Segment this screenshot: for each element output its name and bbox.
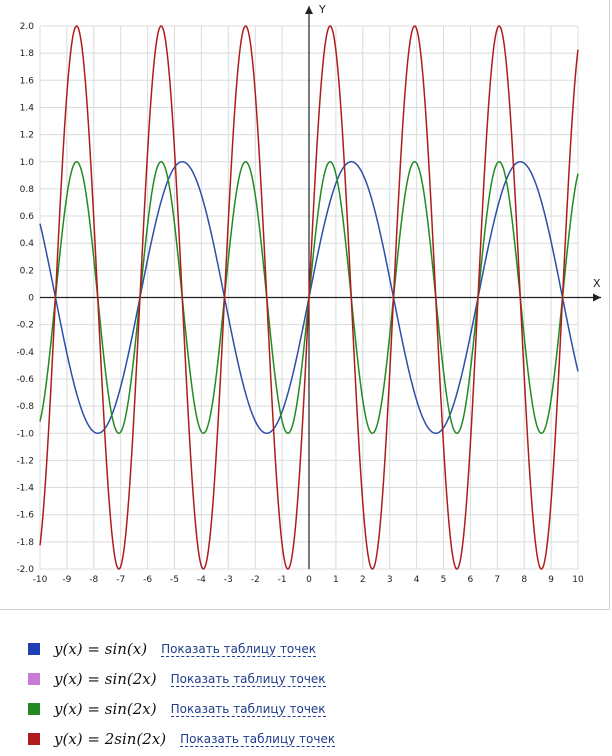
y-tick-label: -1.0: [16, 429, 34, 439]
x-tick-label: -2: [251, 575, 260, 585]
x-tick-label: -5: [170, 575, 179, 585]
y-tick-label: 0: [28, 294, 34, 304]
x-tick-label: 9: [548, 575, 554, 585]
legend-formula: y(x) = sin(2x): [54, 700, 157, 718]
y-tick-label: 1.2: [20, 131, 34, 141]
show-points-table-link[interactable]: Показать таблицу точек: [180, 731, 336, 747]
x-tick-label: -6: [143, 575, 152, 585]
x-tick-label: -8: [89, 575, 98, 585]
legend-item-sin-2x-purple: y(x) = sin(2x) Показать таблицу точек: [28, 664, 588, 694]
legend-formula: y(x) = sin(x): [54, 640, 148, 658]
x-tick-label: 1: [333, 575, 339, 585]
legend-item-2sin-2x: y(x) = 2sin(2x) Показать таблицу точек: [28, 724, 588, 754]
x-tick-label: 8: [521, 575, 527, 585]
x-tick-label: -1: [278, 575, 287, 585]
y-tick-label: -2.0: [16, 565, 34, 575]
show-points-table-link[interactable]: Показать таблицу точек: [161, 641, 316, 657]
plot-area: -10 -9 -8 -7 -6 -5 -4 -3 -2 -1 0 1 2 3 4 5 6 7 8 9 10 2.0 1.8 1…: [0, 0, 610, 610]
chart: -10 -9 -8 -7 -6 -5 -4 -3 -2 -1 0 1 2 3 4 5 6 7 8 9 102.01.81…: [16, 3, 601, 585]
curves: [39, 25, 579, 570]
x-tick-label: -9: [62, 575, 71, 585]
legend-swatch: [28, 673, 40, 685]
legend-swatch: [28, 703, 40, 715]
x-tick-label: -4: [197, 575, 206, 585]
y-tick-label: -0.8: [16, 402, 34, 412]
legend: y(x) = sin(x) Показать таблицу точек y(x…: [28, 634, 588, 754]
tick-labels: -10 -9 -8 -7 -6 -5 -4 -3 -2 -1 0 1 2 3 4 5 6 7 8 9 102.01.81…: [16, 22, 584, 585]
x-axis-arrow-icon: [593, 293, 601, 302]
legend-item-sin-x: y(x) = sin(x) Показать таблицу точек: [28, 634, 588, 664]
x-tick-label: 2: [360, 575, 366, 585]
y-tick-label: 1.4: [20, 103, 35, 113]
legend-formula: y(x) = sin(2x): [54, 670, 157, 688]
y-tick-label: -0.4: [16, 348, 34, 358]
x-tick-label: 7: [494, 575, 500, 585]
legend-item-sin-2x-green: y(x) = sin(2x) Показать таблицу точек: [28, 694, 588, 724]
x-tick-label: 0: [306, 575, 312, 585]
y-tick-label: 0.2: [20, 266, 34, 276]
x-tick-label: 10: [572, 575, 584, 585]
y-tick-label: 2.0: [20, 22, 35, 32]
legend-formula: y(x) = 2sin(2x): [54, 730, 167, 748]
x-tick-label: 4: [414, 575, 420, 585]
y-tick-label: 1.6: [20, 76, 35, 86]
x-tick-label: -3: [224, 575, 233, 585]
legend-swatch: [28, 733, 40, 745]
y-axis-label: Y: [318, 3, 326, 16]
y-tick-label: 0.8: [20, 185, 35, 195]
y-tick-label: 1.0: [20, 158, 35, 168]
x-tick-label: 5: [441, 575, 447, 585]
x-tick-label: 3: [387, 575, 393, 585]
y-tick-label: -0.2: [16, 321, 34, 331]
x-tick-label: -10: [33, 575, 48, 585]
y-tick-label: -1.2: [16, 456, 34, 466]
y-tick-label: 0.4: [20, 239, 35, 249]
y-tick-label: -1.6: [16, 511, 34, 521]
x-tick-label: -7: [116, 575, 125, 585]
show-points-table-link[interactable]: Показать таблицу точек: [170, 671, 326, 687]
x-axis-label: X: [593, 277, 601, 290]
y-axis-arrow-icon: [305, 6, 313, 14]
y-tick-label: -1.4: [16, 484, 34, 494]
y-tick-label: 1.8: [20, 49, 35, 59]
series-line-3: [39, 25, 579, 570]
y-tick-label: 0.6: [20, 212, 35, 222]
show-points-table-link[interactable]: Показать таблицу точек: [170, 701, 326, 717]
legend-swatch: [28, 643, 40, 655]
y-tick-label: -1.8: [16, 538, 34, 548]
x-tick-label: 6: [468, 575, 474, 585]
y-tick-label: -0.6: [16, 375, 34, 385]
